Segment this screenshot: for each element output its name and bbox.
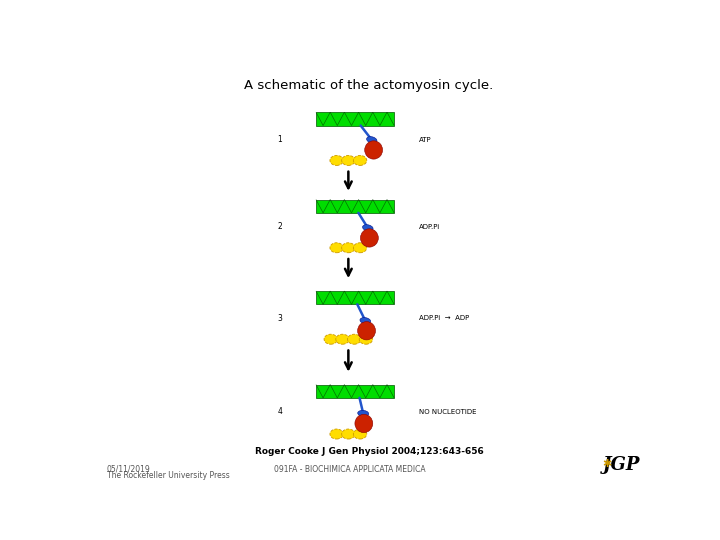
Text: 2: 2 — [277, 222, 282, 232]
Ellipse shape — [358, 322, 376, 340]
Ellipse shape — [365, 141, 382, 159]
Circle shape — [330, 243, 343, 253]
Circle shape — [348, 334, 361, 344]
Ellipse shape — [366, 137, 377, 143]
Ellipse shape — [358, 410, 369, 416]
Text: ADP.Pi  →  ADP: ADP.Pi → ADP — [419, 315, 469, 321]
Bar — [316, 384, 394, 398]
Text: ATP: ATP — [419, 137, 432, 143]
Circle shape — [342, 429, 355, 439]
Text: 1: 1 — [277, 135, 282, 144]
Bar — [316, 112, 394, 125]
Circle shape — [330, 429, 343, 439]
Circle shape — [342, 243, 355, 253]
Bar — [316, 199, 394, 213]
Text: The Rockefeller University Press: The Rockefeller University Press — [107, 471, 230, 480]
Circle shape — [330, 156, 343, 165]
Circle shape — [354, 243, 366, 253]
Text: 4: 4 — [277, 408, 282, 416]
Circle shape — [324, 334, 338, 344]
Text: ✱: ✱ — [602, 459, 611, 469]
Circle shape — [342, 156, 355, 165]
Text: ADP.Pi: ADP.Pi — [419, 224, 441, 230]
Ellipse shape — [361, 229, 378, 247]
Circle shape — [354, 156, 366, 165]
Text: NO NUCLEOTIDE: NO NUCLEOTIDE — [419, 409, 477, 415]
Text: 05/11/2019: 05/11/2019 — [107, 465, 150, 474]
Ellipse shape — [355, 414, 373, 433]
Ellipse shape — [360, 318, 371, 324]
Text: JGP: JGP — [603, 456, 640, 474]
Circle shape — [359, 334, 373, 344]
Text: Roger Cooke J Gen Physiol 2004;123:643-656: Roger Cooke J Gen Physiol 2004;123:643-6… — [255, 447, 483, 456]
Ellipse shape — [363, 225, 373, 231]
Bar — [316, 291, 394, 305]
Circle shape — [354, 429, 366, 439]
Text: 091FA - BIOCHIMICA APPLICATA MEDICA: 091FA - BIOCHIMICA APPLICATA MEDICA — [274, 465, 426, 474]
Text: 3: 3 — [277, 314, 282, 323]
Circle shape — [336, 334, 349, 344]
Text: A schematic of the actomyosin cycle.: A schematic of the actomyosin cycle. — [244, 79, 494, 92]
